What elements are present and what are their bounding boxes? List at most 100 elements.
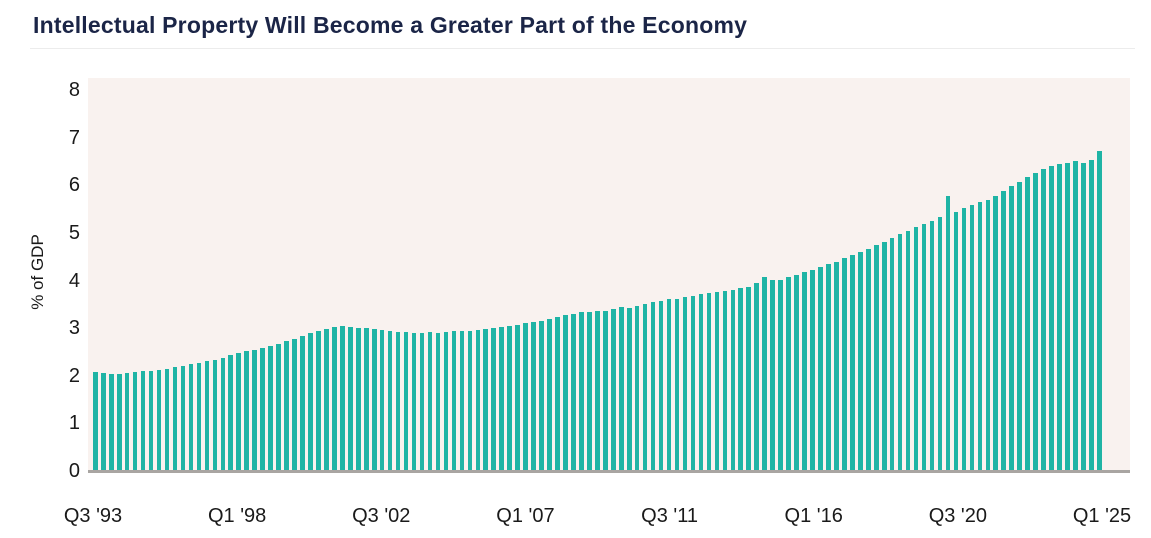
- y-tick-label: 4: [68, 269, 80, 292]
- bar: [618, 307, 624, 470]
- bar: [252, 350, 257, 470]
- bar: [714, 292, 720, 470]
- bar: [579, 312, 584, 470]
- bar: [905, 231, 911, 470]
- bar: [889, 238, 895, 470]
- bar: [348, 327, 353, 470]
- bar: [156, 370, 162, 470]
- bar: [1049, 166, 1054, 470]
- bar: [108, 374, 114, 470]
- bar: [770, 280, 775, 470]
- bar: [738, 288, 744, 470]
- bar: [395, 332, 401, 470]
- bar: [969, 205, 975, 470]
- bar: [977, 202, 983, 470]
- bar: [228, 355, 234, 470]
- x-axis-tick-labels: Q3 '93 Q1 '98 Q3 '02 Q1 '07 Q3 '11 Q1 '16 Q3 '…: [64, 503, 1131, 531]
- bar: [507, 326, 512, 470]
- bar: [754, 283, 759, 470]
- bar: [666, 299, 672, 470]
- bar: [1033, 173, 1038, 470]
- bar: [658, 301, 664, 470]
- x-axis-line: [88, 470, 1130, 473]
- bar: [810, 270, 815, 470]
- bar: [1057, 164, 1062, 470]
- bar: [467, 331, 473, 470]
- bar: [435, 333, 441, 470]
- bar: [100, 373, 106, 470]
- bar: [387, 331, 393, 470]
- bar: [818, 267, 823, 470]
- bar: [1097, 151, 1102, 470]
- x-tick-label: Q1 '16: [784, 505, 843, 527]
- bar: [929, 221, 935, 470]
- bar: [260, 348, 265, 470]
- bar: [284, 341, 289, 470]
- y-tick-label: 0: [68, 460, 80, 482]
- bar: [451, 331, 457, 470]
- x-tick-label: Q3 '11: [641, 505, 698, 527]
- bar: [340, 326, 345, 470]
- bar: [595, 311, 600, 470]
- x-tick-label: Q3 '20: [928, 505, 987, 527]
- chart-title: Intellectual Property Will Become a Grea…: [33, 12, 748, 38]
- bar: [897, 234, 903, 470]
- bar: [300, 336, 305, 470]
- bar: [563, 315, 568, 470]
- bar: [371, 329, 377, 470]
- y-tick-label: 5: [68, 222, 80, 244]
- bar: [379, 330, 385, 470]
- bar: [539, 321, 544, 470]
- y-tick-label: 2: [68, 364, 80, 387]
- bar: [419, 333, 425, 470]
- bars-container: [93, 78, 1102, 470]
- bar: [148, 371, 154, 470]
- x-tick-label: Q1 '07: [496, 505, 555, 527]
- bar: [746, 287, 752, 470]
- bar: [93, 372, 98, 470]
- bar: [244, 351, 249, 470]
- bar: [778, 280, 783, 470]
- bar: [722, 291, 728, 470]
- bar: [690, 296, 696, 470]
- bar: [953, 212, 959, 470]
- bar: [1041, 169, 1046, 470]
- bar: [491, 328, 497, 470]
- bar: [268, 346, 273, 470]
- bar: [523, 323, 528, 470]
- bar: [363, 328, 369, 470]
- bar: [634, 306, 640, 470]
- bar: [610, 309, 616, 470]
- bar: [188, 364, 194, 470]
- bar: [961, 208, 967, 470]
- bar: [850, 255, 855, 470]
- bar: [873, 245, 879, 470]
- bar: [587, 312, 592, 470]
- bar: [1017, 182, 1022, 470]
- bar: [1073, 161, 1078, 470]
- bar: [626, 308, 632, 470]
- bar: [1081, 163, 1086, 470]
- y-tick-label: 7: [68, 126, 80, 149]
- bar: [937, 217, 943, 470]
- bar: [531, 322, 536, 470]
- bar: [921, 224, 927, 470]
- bar: [913, 227, 919, 470]
- bar: [642, 304, 648, 470]
- bar: [842, 258, 847, 470]
- bar: [332, 327, 337, 470]
- y-tick-label: 3: [68, 317, 80, 340]
- bar: [650, 302, 656, 470]
- bar: [802, 272, 807, 470]
- bar: [459, 331, 465, 470]
- bar: [985, 200, 991, 470]
- bar: [547, 319, 552, 470]
- bar: [1065, 163, 1070, 470]
- y-tick-label: 6: [68, 174, 80, 197]
- bar: [762, 277, 767, 470]
- bar: [865, 249, 871, 470]
- x-tick-label: Q3 '93: [63, 505, 123, 527]
- bar: [993, 196, 999, 470]
- bar: [140, 371, 146, 470]
